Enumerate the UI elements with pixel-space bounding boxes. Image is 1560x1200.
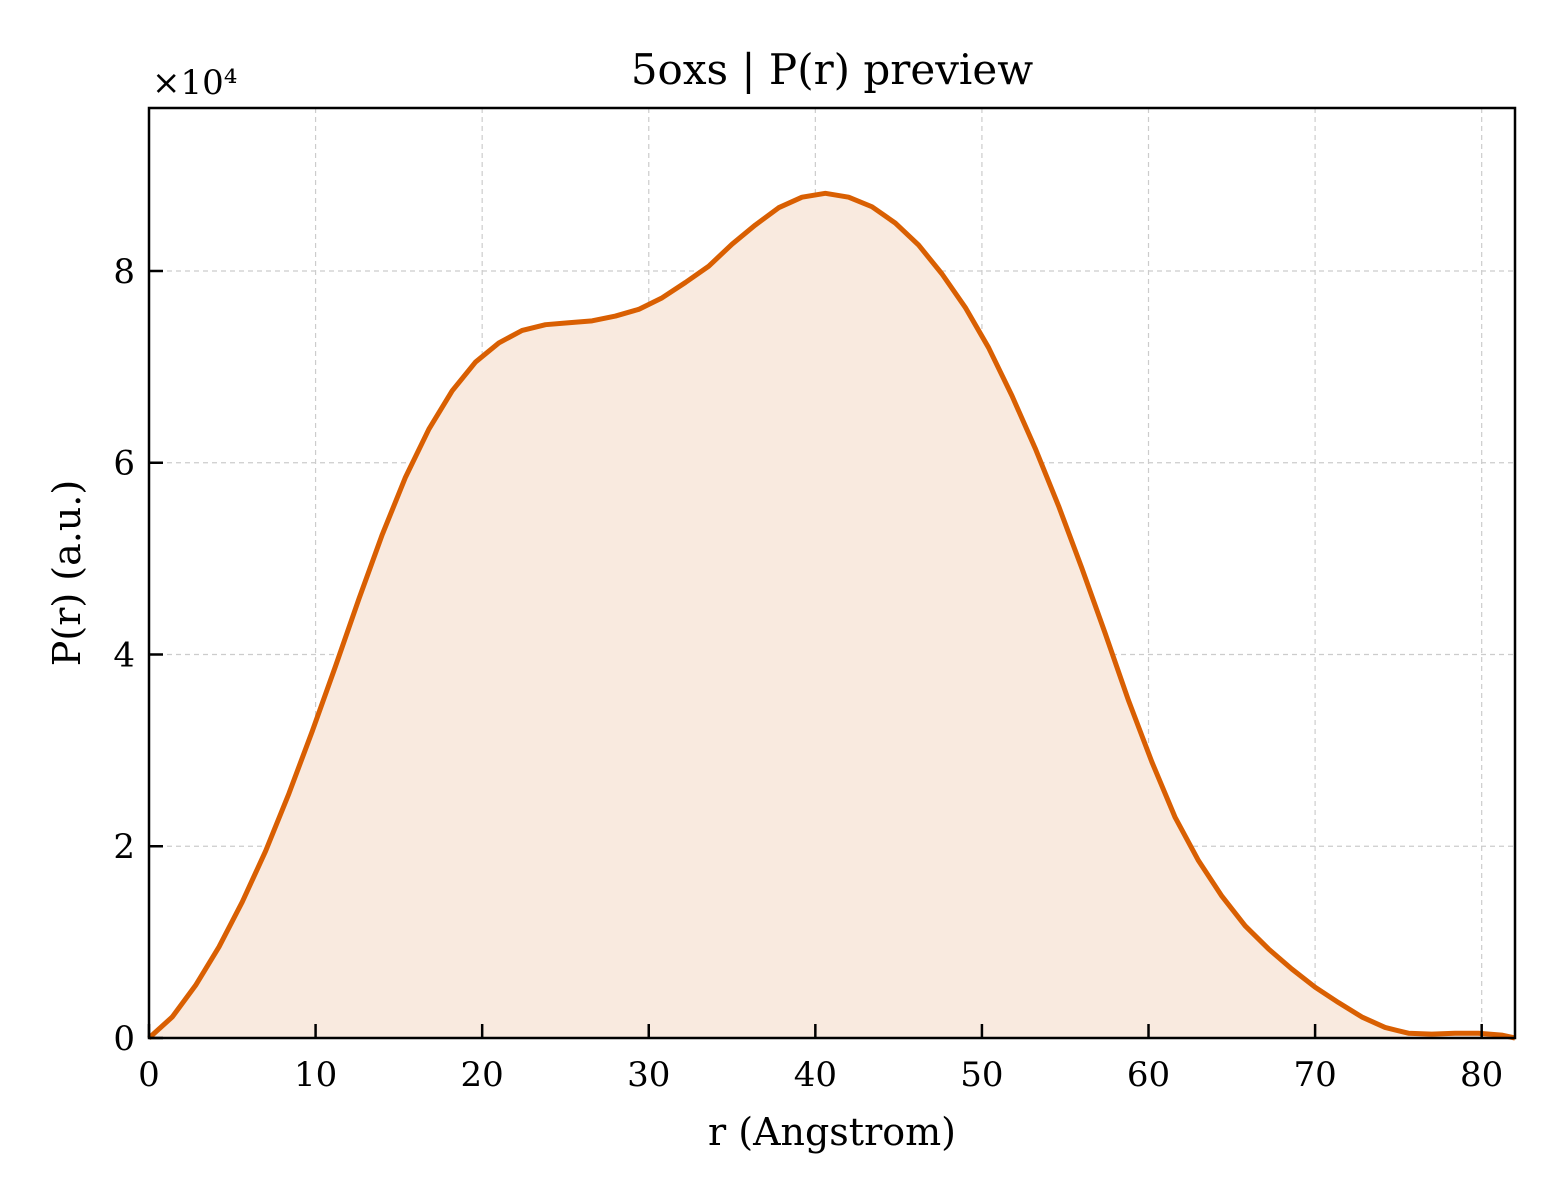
- series-area-fill: [149, 193, 1515, 1038]
- chart-title: 5oxs | P(r) preview: [631, 45, 1033, 94]
- x-tick-label: 80: [1460, 1055, 1503, 1095]
- x-axis-label: r (Angstrom): [708, 1110, 956, 1154]
- x-tick-label: 20: [461, 1055, 504, 1095]
- x-tick-label: 10: [294, 1055, 337, 1095]
- series-line: [147, 190, 1516, 1041]
- x-tick-label: 60: [1127, 1055, 1170, 1095]
- x-tick-label: 0: [138, 1055, 160, 1095]
- y-axis-label: P(r) (a.u.): [45, 480, 89, 666]
- series-layer: [147, 190, 1516, 1041]
- x-tick-label: 70: [1293, 1055, 1336, 1095]
- ticks: 0 10 20 30 40 50 60 70 80 0 2 4 6 8: [113, 252, 1503, 1095]
- y-offset-label: ×10⁴: [152, 63, 237, 103]
- y-tick-label: 0: [113, 1019, 135, 1059]
- plot-frame: [147, 106, 1517, 1040]
- x-tick-label: 30: [627, 1055, 670, 1095]
- x-tick-label: 50: [960, 1055, 1003, 1095]
- x-tick-label: 40: [794, 1055, 837, 1095]
- y-tick-label: 8: [113, 252, 135, 292]
- y-tick-label: 6: [113, 444, 135, 484]
- y-tick-label: 2: [113, 827, 135, 867]
- y-tick-label: 4: [113, 635, 135, 675]
